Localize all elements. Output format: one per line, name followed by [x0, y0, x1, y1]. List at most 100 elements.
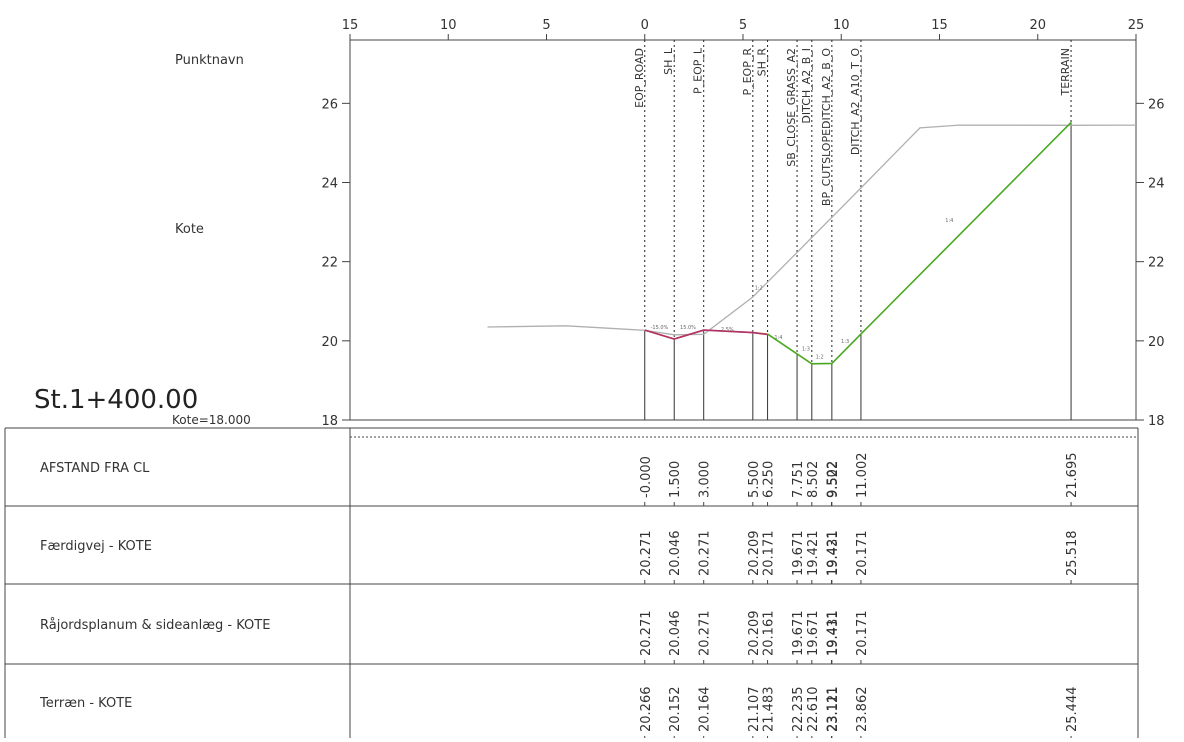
table-value: 20.209 — [747, 531, 762, 577]
table-value: 11.002 — [855, 453, 870, 499]
point-name-label: P_EOP_R — [741, 48, 754, 96]
table-value: 23.111 — [825, 687, 840, 733]
table-value: -0.000 — [639, 456, 654, 498]
table-row-label: Terræn - KOTE — [39, 696, 132, 711]
y-tick-label-left: 22 — [321, 256, 338, 271]
x-tick-label: 25 — [1128, 18, 1145, 33]
slope-label: 1:2 — [755, 285, 763, 291]
point-name-label: DITCH_A2_A10_T_O — [849, 48, 862, 156]
frame-group — [349, 39, 1137, 421]
table-value: 23.121 — [826, 687, 841, 733]
x-tick-label: 20 — [1029, 18, 1046, 33]
table-value: 21.107 — [747, 687, 762, 733]
y-tick-label-left: 26 — [321, 97, 338, 112]
table-value: 20.271 — [639, 531, 654, 577]
text-group: Punktnavn Kote St.1+400.00 Kote=18.000 — [34, 53, 251, 427]
slope-label: 2.5% — [721, 327, 734, 333]
table-value: 8.502 — [806, 461, 821, 498]
series-line — [767, 121, 1072, 365]
table-value: 9.502 — [825, 461, 840, 498]
slope-label: 1:4 — [945, 218, 953, 224]
slope-label: 1:3 — [802, 347, 810, 353]
table-value: 25.518 — [1065, 531, 1080, 577]
table-value: 19.421 — [806, 531, 821, 577]
table-value: 20.161 — [762, 611, 777, 657]
table-value: 20.171 — [855, 531, 870, 577]
table-value: 19.431 — [826, 531, 841, 577]
table-value: 19.671 — [791, 611, 806, 657]
table-value: 19.421 — [825, 531, 840, 577]
x-tick-label: 15 — [342, 18, 359, 33]
slope-label: 1:2 — [816, 355, 824, 361]
slope-label: 1:3 — [841, 339, 849, 345]
table-value: 9.522 — [826, 461, 841, 498]
y-tick-label-left: 24 — [321, 177, 338, 192]
point-name-label: SH_R — [756, 48, 769, 77]
table-value: 6.250 — [762, 461, 777, 498]
slope-label: 1:4 — [774, 335, 782, 341]
series-line — [644, 329, 768, 340]
vertical-lines-group: EOP_ROAD SH_L P_EOP_L P_EOP_R SH_R SB_CLOSE_G… — [633, 40, 1072, 420]
x-tick-label: 0 — [641, 18, 649, 33]
table-value: 20.046 — [668, 611, 683, 657]
table-row-label: AFSTAND FRA CL — [40, 461, 150, 476]
slope-label: -15.0% — [651, 325, 669, 331]
table-value: 21.483 — [762, 687, 777, 733]
series-group: -15.0% 15.0% 2.5% 1:4 1:3 1:2 1:3 1:4 1:2 — [487, 121, 1137, 365]
point-name-label: SH_L — [662, 47, 675, 75]
table-value: 20.164 — [698, 687, 713, 733]
table-value: 5.500 — [747, 461, 762, 498]
table-value: 19.431 — [826, 611, 841, 657]
table-value: 21.695 — [1065, 453, 1080, 499]
y-tick-label-right: 18 — [1148, 414, 1165, 429]
x-tick-label: 15 — [931, 18, 948, 33]
station-label: St.1+400.00 — [34, 385, 198, 415]
table-value: 20.266 — [639, 687, 654, 733]
y-tick-label-right: 24 — [1148, 177, 1165, 192]
table-row-label: Råjordsplanum & sideanlæg - KOTE — [40, 618, 270, 633]
table-value: 19.671 — [806, 611, 821, 657]
series-line — [487, 124, 1137, 336]
table-value: 20.171 — [762, 531, 777, 577]
x-tick-label: 10 — [833, 18, 850, 33]
table-value: 20.271 — [698, 531, 713, 577]
table-row-label: Færdigvej - KOTE — [40, 539, 152, 554]
x-tick-label: 10 — [440, 18, 457, 33]
table-value: 20.209 — [747, 611, 762, 657]
point-name-label: P_EOP_L — [692, 47, 705, 94]
datum-label: Kote=18.000 — [172, 413, 251, 427]
table-value: 20.271 — [698, 611, 713, 657]
table-value: 1.500 — [668, 461, 683, 498]
y-tick-label-left: 20 — [321, 335, 338, 350]
table-value: 23.862 — [855, 687, 870, 733]
y-tick-label-right: 20 — [1148, 335, 1165, 350]
punktnavn-label: Punktnavn — [175, 53, 244, 68]
point-name-label: TERRAIN — [1059, 48, 1072, 97]
y-tick-label-right: 22 — [1148, 256, 1165, 271]
y-tick-label-left: 18 — [321, 414, 338, 429]
table-value: 19.671 — [791, 531, 806, 577]
table-group: AFSTAND FRA CL -0.000 1.500 3.000 5.500 6.250… — [4, 427, 1139, 741]
point-name-label: EOP_ROAD — [633, 48, 646, 108]
point-name-label: DITCH_A2_B_I — [800, 48, 813, 124]
table-value: 20.271 — [639, 611, 654, 657]
kote-label: Kote — [175, 222, 204, 237]
x-tick-label: 5 — [542, 18, 550, 33]
table-value: 19.411 — [825, 611, 840, 657]
table-value: 20.046 — [668, 531, 683, 577]
table-value: 7.751 — [791, 461, 806, 498]
table-value: 25.444 — [1065, 687, 1080, 733]
table-value: 20.152 — [668, 687, 683, 733]
slope-label: 15.0% — [680, 325, 696, 331]
y-tick-label-right: 26 — [1148, 97, 1165, 112]
x-tick-label: 5 — [739, 18, 747, 33]
table-value: 20.171 — [855, 611, 870, 657]
point-name-label: SB_CLOSE_GRASS_A2 — [785, 48, 798, 167]
table-value: 22.610 — [806, 687, 821, 733]
axes-group: 15 10 5 0 5 10 15 20 25 18 18 20 20 22 22 24 24 26 26 — [321, 18, 1164, 429]
table-value: 22.235 — [791, 687, 806, 733]
point-name-label: BP_CUTSLOPEDITCH_A2_B_O — [820, 48, 833, 206]
series-line — [644, 329, 768, 340]
